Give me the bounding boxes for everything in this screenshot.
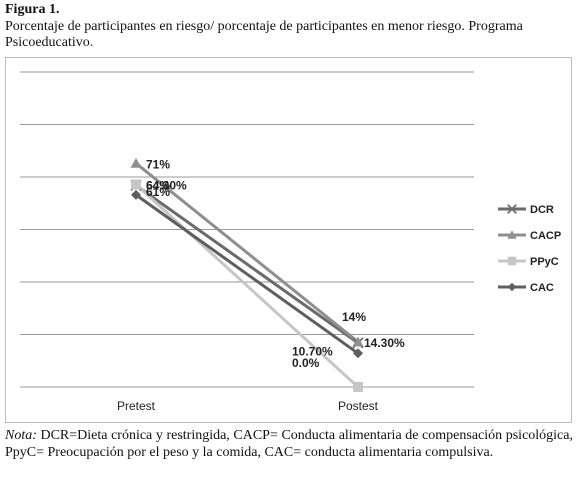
marker-square — [131, 179, 141, 190]
series-markers — [130, 157, 364, 392]
marker-square — [353, 382, 363, 392]
note-text: DCR=Dieta crónica y restringida, CACP= C… — [5, 428, 573, 460]
marker-triangle — [507, 230, 517, 239]
data-label: 10.70% — [292, 344, 333, 358]
marker-diamond — [507, 282, 517, 292]
legend-label: PPyC — [530, 256, 559, 268]
marker-triangle — [352, 336, 364, 347]
series-line-dcr — [135, 184, 359, 345]
legend-label: CAC — [530, 282, 554, 294]
data-label: 64.30% — [146, 178, 187, 192]
figure-label: Figura 1. — [5, 2, 60, 17]
legend-label: CACP — [530, 230, 561, 242]
marker-x — [507, 204, 517, 214]
data-label: 0.0% — [292, 356, 320, 370]
legend: DCR CACP PPyC CAC — [498, 204, 561, 294]
figure-caption: Porcentaje de participantes en riesgo/ p… — [5, 19, 523, 50]
data-label: 14.30% — [364, 336, 405, 350]
marker-triangle — [130, 157, 142, 168]
data-labels: 64% 14% 71% 14.30% 64.30% 0.0% 61% 10.70% — [146, 157, 405, 370]
x-axis: Pretest Postest — [117, 399, 379, 413]
gridlines — [20, 71, 474, 388]
data-label: 61% — [146, 185, 170, 199]
series-line-ppyc — [134, 183, 360, 389]
note-label: Nota: — [5, 428, 37, 443]
figure-note: Nota: DCR=Dieta crónica y restringida, C… — [5, 427, 573, 461]
line-chart: 64% 14% 71% 14.30% 64.30% 0.0% 61% 10.70% Prete… — [20, 71, 561, 413]
chart-container: 64% 14% 71% 14.30% 64.30% 0.0% 61% 10.70% Prete… — [5, 57, 572, 423]
marker-diamond — [131, 189, 141, 200]
legend-entry-dcr: DCR — [498, 204, 554, 216]
legend-entry-ppyc: PPyC — [498, 256, 559, 268]
legend-entry-cac: CAC — [498, 282, 554, 294]
x-tick-label: Pretest — [117, 399, 156, 413]
legend-label: DCR — [530, 204, 554, 216]
series-line-cacp — [135, 162, 359, 344]
data-label: 71% — [146, 157, 170, 171]
series-lines — [134, 162, 360, 389]
marker-square — [507, 256, 517, 266]
series-line-cac — [135, 193, 359, 355]
marker-diamond — [353, 348, 363, 359]
data-label: 64% — [146, 178, 170, 192]
x-tick-label: Postest — [338, 399, 379, 413]
data-label: 14% — [342, 310, 366, 324]
legend-entry-cacp: CACP — [498, 230, 561, 242]
